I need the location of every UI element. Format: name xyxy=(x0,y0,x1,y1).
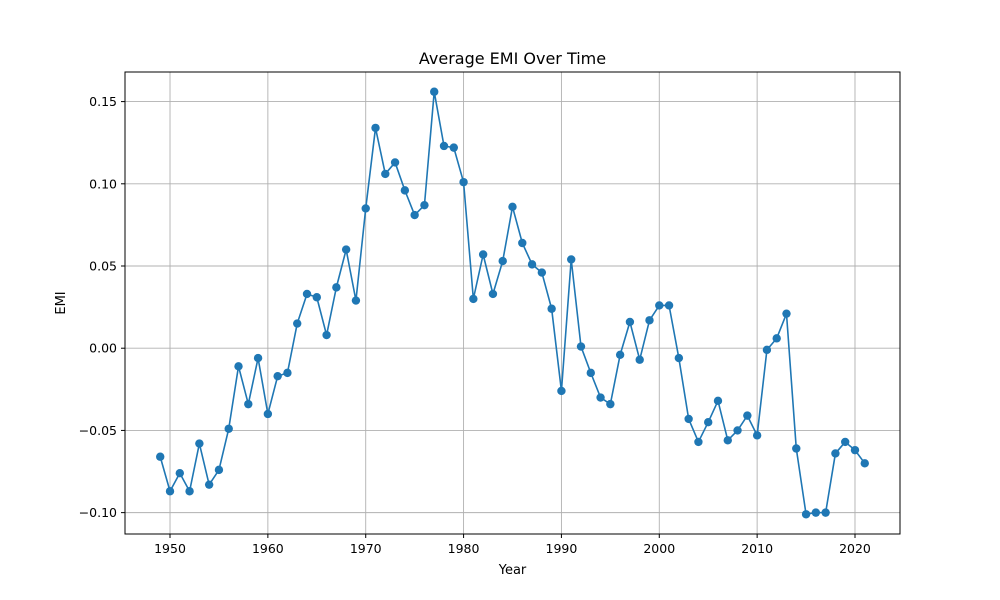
data-point xyxy=(381,169,390,179)
data-point xyxy=(704,417,713,427)
x-tick-label: 2010 xyxy=(741,541,773,556)
data-point xyxy=(195,439,204,448)
data-point xyxy=(694,437,703,447)
data-point xyxy=(234,362,243,371)
data-point xyxy=(801,510,811,519)
data-point xyxy=(478,250,488,259)
data-point xyxy=(175,468,184,478)
x-tick-label: 1960 xyxy=(252,541,284,556)
y-tick-label: −0.05 xyxy=(79,423,117,438)
x-tick-label: 2020 xyxy=(839,541,871,556)
emi-series-line xyxy=(159,90,866,516)
x-tick-label: 1980 xyxy=(448,541,480,556)
data-point xyxy=(792,444,801,453)
plot-frame xyxy=(124,71,901,535)
data-point xyxy=(752,431,762,440)
data-point xyxy=(390,158,400,167)
y-tick-label: 0.15 xyxy=(89,94,117,109)
data-point xyxy=(557,386,566,396)
grid-lines xyxy=(125,72,900,534)
data-point xyxy=(351,296,361,305)
data-point xyxy=(684,414,693,424)
data-point xyxy=(596,393,605,402)
data-point xyxy=(224,424,233,433)
y-tick-label: 0.00 xyxy=(89,341,117,356)
data-point xyxy=(674,353,684,363)
data-point xyxy=(508,202,517,212)
data-point xyxy=(263,409,273,419)
data-point xyxy=(850,445,860,455)
data-point xyxy=(322,330,331,340)
data-point xyxy=(332,283,341,292)
data-point xyxy=(430,87,439,96)
data-point xyxy=(410,210,419,220)
data-point xyxy=(214,465,224,475)
data-point xyxy=(576,342,586,351)
data-point xyxy=(312,293,321,302)
data-point xyxy=(498,256,507,266)
y-axis-label: EMI xyxy=(54,291,69,314)
y-tick-label: 0.10 xyxy=(89,176,117,191)
data-point xyxy=(723,436,732,445)
x-tick-label: 1990 xyxy=(546,541,578,556)
data-point xyxy=(615,350,625,359)
data-point xyxy=(586,368,595,378)
x-tick-label: 1970 xyxy=(350,541,382,556)
data-point xyxy=(341,245,351,254)
data-point xyxy=(635,355,644,364)
data-point xyxy=(547,304,556,313)
x-tick-label: 2000 xyxy=(643,541,675,556)
data-point xyxy=(361,204,370,213)
data-point xyxy=(518,238,527,248)
data-point xyxy=(420,200,429,210)
data-point xyxy=(772,334,781,343)
data-point xyxy=(655,301,664,310)
data-point xyxy=(527,260,537,269)
data-point xyxy=(811,508,821,517)
emi-series xyxy=(156,87,869,519)
data-point xyxy=(244,399,253,409)
data-point xyxy=(860,459,869,468)
data-point xyxy=(782,309,791,318)
data-point xyxy=(567,255,576,264)
data-point xyxy=(606,399,615,409)
data-point xyxy=(371,123,380,133)
data-point xyxy=(439,141,449,151)
y-tick-label: 0.05 xyxy=(89,259,117,274)
x-tick-label: 1950 xyxy=(154,541,186,556)
data-point xyxy=(400,186,410,195)
data-point xyxy=(625,317,635,327)
x-axis-label: Year xyxy=(498,563,527,578)
data-point xyxy=(273,371,282,381)
data-point xyxy=(831,449,840,458)
data-point xyxy=(537,268,547,277)
chart-title: Average EMI Over Time xyxy=(419,49,606,68)
data-point xyxy=(469,294,478,304)
data-point xyxy=(449,143,458,152)
data-point xyxy=(821,508,830,517)
data-point xyxy=(204,480,214,489)
data-point xyxy=(165,487,175,496)
data-point xyxy=(156,452,165,461)
data-point xyxy=(185,487,194,496)
data-point xyxy=(733,426,742,435)
data-point xyxy=(253,353,263,363)
y-tick-label: −0.10 xyxy=(79,505,117,520)
data-point xyxy=(841,437,850,447)
data-point xyxy=(459,177,468,187)
data-point xyxy=(293,319,302,328)
axis-ticks: 1950 1960 1970 1980 1990 2000 2010 2020 −0.10 −0.… xyxy=(79,94,871,556)
data-point xyxy=(664,301,674,310)
data-point xyxy=(645,316,654,325)
data-point xyxy=(283,368,292,378)
data-point xyxy=(762,345,772,355)
data-point xyxy=(488,289,498,299)
data-point xyxy=(713,396,723,406)
data-point xyxy=(302,289,312,299)
data-point xyxy=(743,411,752,420)
